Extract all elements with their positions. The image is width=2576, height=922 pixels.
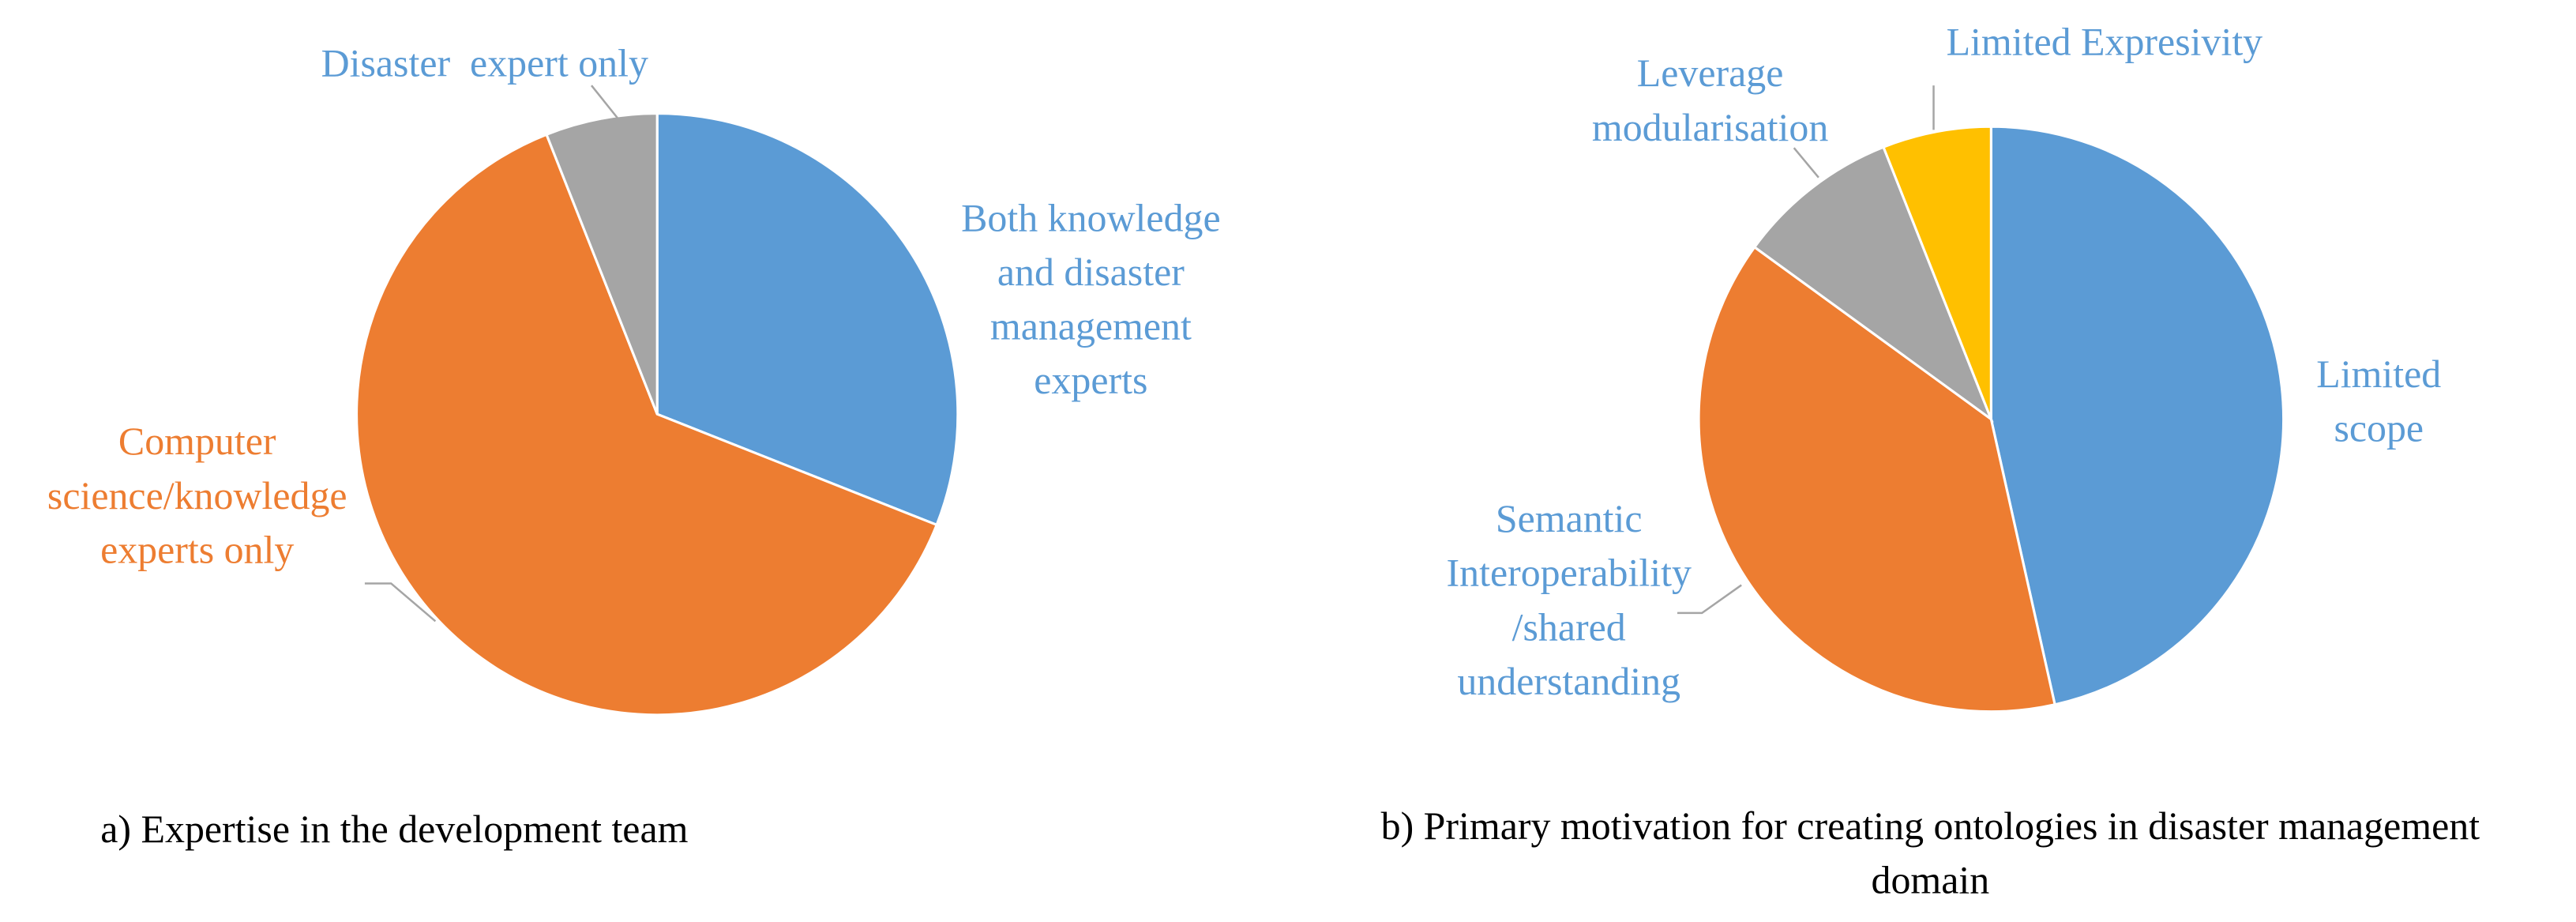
pie-slice — [1881, 125, 1992, 420]
slice-label: Both knowledge — [961, 196, 1221, 239]
slice-label: and disaster — [997, 250, 1185, 294]
slice-label: scope — [2334, 407, 2424, 450]
slice-label: Limited Expresivity — [1947, 21, 2263, 64]
slice-label: Semantic — [1496, 497, 1643, 540]
leader-line — [364, 582, 437, 623]
slice-label: Disaster expert only — [321, 42, 648, 85]
leader-line — [591, 85, 619, 119]
slice-label: understanding — [1457, 660, 1680, 703]
pie-slice — [1697, 245, 2056, 713]
chart-caption: domain — [1872, 859, 1990, 902]
slice-label: experts — [1034, 359, 1147, 402]
slice-label: Interoperability — [1447, 551, 1692, 595]
chart-caption: b) Primary motivation for creating ontol… — [1381, 804, 2480, 848]
slice-label: modularisation — [1592, 106, 1828, 149]
leader-line — [1793, 147, 1819, 179]
pie-slice — [355, 133, 939, 717]
slice-label: experts only — [100, 528, 294, 571]
pie-slice — [1989, 125, 2285, 706]
pie-slice — [545, 111, 659, 415]
pie-slice — [1752, 145, 1994, 423]
slice-label: science/knowledge — [47, 474, 347, 517]
slice-label: Leverage — [1637, 51, 1784, 95]
slice-label: Computer — [118, 420, 276, 463]
slice-label: management — [990, 305, 1192, 348]
pie-slice — [655, 111, 959, 527]
chart-caption: a) Expertise in the development team — [100, 807, 688, 851]
leader-line — [1677, 584, 1742, 615]
slice-label: /shared — [1512, 605, 1626, 649]
slice-label: Limited — [2316, 352, 2441, 396]
